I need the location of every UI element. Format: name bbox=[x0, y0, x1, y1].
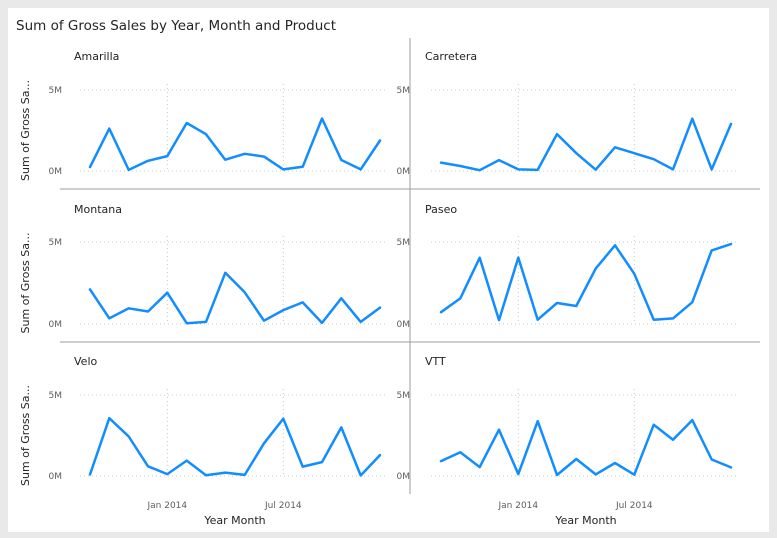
y-tick-label: 5M bbox=[397, 238, 411, 248]
y-tick-label: 0M bbox=[49, 472, 63, 482]
y-tick-label: 0M bbox=[397, 167, 411, 177]
x-tick-label: Jan 2014 bbox=[498, 501, 539, 511]
series-line bbox=[439, 117, 733, 172]
y-tick-label: 5M bbox=[49, 86, 63, 96]
panel-amarilla: Amarilla 5M 0M Sum of Gross Sa... bbox=[19, 50, 388, 181]
x-tick-label: Jan 2014 bbox=[147, 501, 188, 511]
y-tick-label: 0M bbox=[397, 320, 411, 330]
y-axis-label: Sum of Gross Sa... bbox=[19, 80, 32, 181]
series-line bbox=[88, 117, 382, 172]
panel-title: Montana bbox=[74, 203, 122, 216]
panel-vtt: VTT 5M 0M Jan 2014 Jul 2014 Year Month bbox=[397, 355, 739, 527]
y-axis-label: Sum of Gross Sa... bbox=[19, 233, 32, 334]
y-tick-label: 5M bbox=[397, 391, 411, 401]
x-tick-label: Jul 2014 bbox=[615, 501, 653, 511]
series-line bbox=[439, 418, 733, 477]
series-line bbox=[439, 242, 733, 322]
y-axis-label: Sum of Gross Sa... bbox=[19, 385, 32, 486]
panel-title: Paseo bbox=[425, 203, 457, 216]
panel-velo: Velo 5M 0M Sum of Gross Sa... Jan 2014 Jul 20… bbox=[19, 355, 388, 527]
y-tick-label: 0M bbox=[49, 167, 63, 177]
panel-paseo: Paseo 5M 0M bbox=[397, 203, 739, 330]
panel-carretera: Carretera 5M 0M bbox=[397, 50, 739, 177]
panel-montana: Montana 5M 0M Sum of Gross Sa... bbox=[19, 203, 388, 333]
y-tick-label: 5M bbox=[397, 86, 411, 96]
panel-title: Amarilla bbox=[74, 50, 119, 63]
y-tick-label: 0M bbox=[397, 472, 411, 482]
x-axis-label: Year Month bbox=[554, 514, 616, 527]
x-axis-label: Year Month bbox=[203, 514, 265, 527]
x-tick-label: Jul 2014 bbox=[264, 501, 302, 511]
series-line bbox=[88, 271, 382, 325]
y-tick-label: 0M bbox=[49, 320, 63, 330]
series-line bbox=[88, 416, 382, 477]
panel-title: VTT bbox=[425, 355, 446, 368]
panel-title: Carretera bbox=[425, 50, 477, 63]
chart-card: Sum of Gross Sales by Year, Month and Pr… bbox=[8, 8, 769, 532]
small-multiples-line-chart: Amarilla 5M 0M Sum of Gross Sa... Carretera 5… bbox=[19, 38, 760, 527]
chart-title: Sum of Gross Sales by Year, Month and Pr… bbox=[16, 18, 336, 34]
panel-title: Velo bbox=[74, 355, 97, 368]
y-tick-label: 5M bbox=[49, 238, 63, 248]
y-tick-label: 5M bbox=[49, 391, 63, 401]
